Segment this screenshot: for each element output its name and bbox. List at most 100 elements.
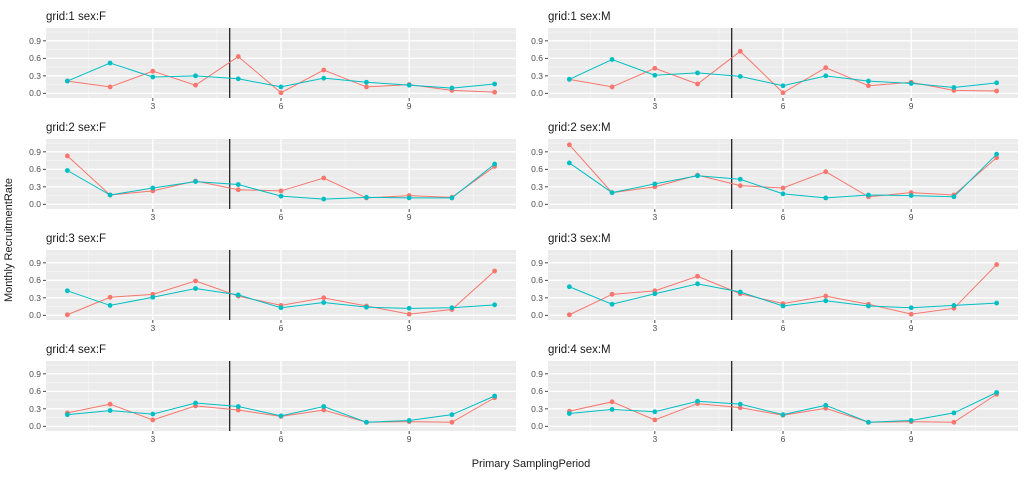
facet-cell-grid4-sexF: grid:4 sex:F 0.0 0.3 0.6 0.9 3 6 9 xyxy=(16,335,516,446)
plot-area: 0.0 0.3 0.6 0.9 3 6 9 xyxy=(531,250,1018,332)
x-tick-label: 3 xyxy=(652,101,658,111)
facet-strip-label: grid:1 sex:M xyxy=(548,11,611,23)
data-point xyxy=(652,65,658,71)
data-point xyxy=(994,151,1000,157)
facet-cell-grid4-sexM: grid:4 sex:M 0.0 0.3 0.6 0.9 3 6 9 xyxy=(518,335,1018,446)
panel-plot xyxy=(43,250,516,323)
series-teal xyxy=(566,390,1000,425)
data-point xyxy=(321,404,327,409)
data-point xyxy=(951,419,957,425)
x-tick-label: 9 xyxy=(406,101,412,111)
facet-cell-grid3-sexF: grid:3 sex:F 0.0 0.3 0.6 0.9 3 6 9 xyxy=(16,224,516,335)
data-point xyxy=(566,76,572,82)
data-point xyxy=(492,89,498,95)
data-point xyxy=(364,84,369,90)
panel-plot xyxy=(43,28,516,101)
data-point xyxy=(652,417,658,423)
data-point xyxy=(449,195,455,201)
x-tick-label: 9 xyxy=(908,101,914,111)
data-point xyxy=(321,295,327,301)
data-point xyxy=(107,401,113,407)
data-point xyxy=(235,292,241,298)
facet-strip-label: grid:2 sex:F xyxy=(46,122,107,134)
axis-tick-marks xyxy=(545,40,912,101)
y-tick-label: 0.9 xyxy=(531,35,543,46)
data-point xyxy=(364,194,369,200)
x-tick-label: 6 xyxy=(278,101,284,111)
data-point xyxy=(235,407,241,413)
panel-plot xyxy=(43,139,516,212)
data-point xyxy=(107,408,113,413)
data-point xyxy=(566,411,572,416)
data-point xyxy=(908,418,914,423)
data-point xyxy=(364,419,369,425)
y-tick-label: 0.9 xyxy=(531,257,543,268)
data-point xyxy=(609,399,615,405)
series-teal xyxy=(64,286,498,311)
y-tick-label: 0.0 xyxy=(531,199,543,210)
gridlines xyxy=(548,361,1018,431)
data-point xyxy=(994,262,1000,267)
panel-plot xyxy=(545,28,1018,101)
facet-strip-label: grid:4 sex:F xyxy=(46,344,107,356)
data-point xyxy=(951,85,957,90)
data-point xyxy=(64,153,70,159)
data-point xyxy=(150,74,156,80)
data-point xyxy=(951,194,957,200)
plot-area: 0.0 0.3 0.6 0.9 3 6 9 xyxy=(531,139,1018,221)
gridlines xyxy=(46,250,516,320)
x-tick-label: 3 xyxy=(150,101,156,111)
data-point xyxy=(492,393,498,399)
data-point xyxy=(492,302,498,308)
data-point xyxy=(193,179,198,184)
plot-area: 0.0 0.3 0.6 0.9 3 6 9 xyxy=(29,139,516,221)
data-point xyxy=(235,404,241,409)
data-point xyxy=(737,401,743,407)
data-point xyxy=(235,182,241,187)
y-tick-label: 0.6 xyxy=(531,386,543,397)
data-point xyxy=(780,83,786,89)
data-point xyxy=(823,298,829,304)
x-tick-label: 3 xyxy=(150,323,156,333)
data-point xyxy=(150,294,156,300)
data-point xyxy=(994,80,1000,86)
y-tick-label: 0.0 xyxy=(531,310,543,321)
x-tick-label: 9 xyxy=(406,434,412,444)
y-tick-label: 0.0 xyxy=(29,421,41,432)
facet-cell-grid2-sexF: grid:2 sex:F 0.0 0.3 0.6 0.9 3 6 9 xyxy=(16,113,516,224)
data-point xyxy=(609,301,615,307)
data-point xyxy=(866,419,871,425)
x-tick-label: 3 xyxy=(652,212,658,222)
data-point xyxy=(823,73,829,79)
data-point xyxy=(321,407,327,413)
data-point xyxy=(150,411,156,417)
data-point xyxy=(695,81,700,87)
data-point xyxy=(951,410,957,416)
data-point xyxy=(107,294,113,300)
axis-tick-marks xyxy=(545,373,912,434)
y-tick-label: 0.9 xyxy=(29,257,41,268)
plot-area: 0.0 0.3 0.6 0.9 3 6 9 xyxy=(29,250,516,332)
plot-area: 0.0 0.3 0.6 0.9 3 6 9 xyxy=(531,361,1018,443)
x-tick-label: 3 xyxy=(150,434,156,444)
facet-strip-label: grid:3 sex:F xyxy=(46,233,107,245)
data-point xyxy=(364,304,369,310)
data-point xyxy=(823,293,829,299)
data-point xyxy=(695,70,700,76)
y-tick-label: 0.9 xyxy=(531,146,543,157)
facet-cell-grid1-sexM: grid:1 sex:M 0.0 0.3 0.6 0.9 3 6 9 xyxy=(518,2,1018,113)
data-point xyxy=(235,187,241,193)
axis-tick-marks xyxy=(43,262,410,323)
data-point xyxy=(449,412,455,418)
axis-tick-marks xyxy=(545,262,912,323)
series-teal xyxy=(566,151,1000,201)
data-point xyxy=(609,190,615,196)
data-point xyxy=(321,196,327,202)
data-point xyxy=(866,303,871,309)
data-point xyxy=(492,81,498,87)
data-point xyxy=(278,188,284,194)
data-point xyxy=(695,173,700,179)
data-point xyxy=(193,286,198,291)
y-tick-label: 0.0 xyxy=(29,88,41,99)
y-tick-label: 0.0 xyxy=(29,199,41,210)
